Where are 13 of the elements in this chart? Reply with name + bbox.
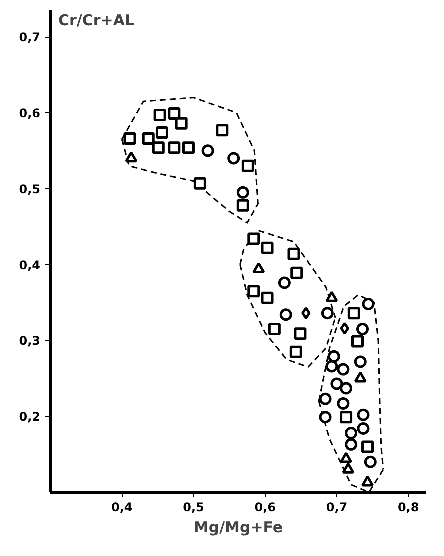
y-tick-label: 0,6 — [19, 106, 41, 120]
y-axis-title: Cr/Cr+AL — [58, 12, 135, 30]
x-axis-title: Mg/Mg+Fe — [194, 518, 284, 536]
x-tick-label: 0,6 — [254, 500, 276, 514]
x-tick-label: 0,5 — [183, 500, 204, 514]
x-tick-label: 0,4 — [111, 500, 133, 514]
x-tick-label: 0,7 — [326, 500, 348, 514]
y-tick-label: 0,7 — [19, 30, 41, 45]
y-tick-label: 0,5 — [19, 182, 41, 196]
y-tick-label: 0,2 — [19, 410, 41, 424]
x-tick-label: 0,8 — [398, 500, 420, 514]
y-tick-label: 0,4 — [19, 258, 41, 272]
y-tick-label: 0,3 — [19, 334, 41, 348]
